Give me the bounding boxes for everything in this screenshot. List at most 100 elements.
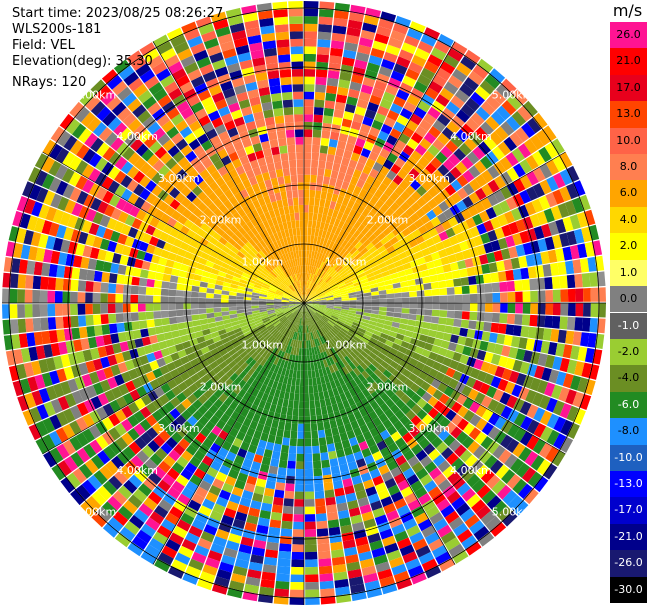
velocity-gate [512,478,527,495]
velocity-gate [513,500,529,516]
velocity-gate [255,72,268,82]
velocity-gate [590,303,599,318]
velocity-gate [307,281,311,289]
velocity-gate [469,293,478,303]
velocity-gate [297,309,301,317]
velocity-gate [288,313,294,320]
velocity-gate [200,276,210,283]
velocity-gate [219,464,231,476]
velocity-gate [356,434,366,444]
velocity-gate [259,133,269,143]
velocity-gate [386,549,402,562]
velocity-gate [205,491,218,503]
velocity-gate [386,293,395,299]
velocity-gate [390,404,400,415]
velocity-gate [200,252,210,260]
velocity-gate [180,371,190,382]
velocity-gate [201,157,213,169]
velocity-gate [127,118,142,133]
velocity-gate [231,30,247,41]
velocity-gate [474,330,483,340]
velocity-gate [555,371,567,386]
velocity-gate [375,257,385,265]
velocity-gate [285,182,292,192]
velocity-gate [151,61,168,75]
velocity-gate [468,427,482,441]
velocity-gate [24,304,33,318]
range-ring-label: 1.00km [241,255,283,268]
velocity-gate [348,436,359,447]
velocity-gate [259,213,267,223]
velocity-gate [319,1,335,11]
velocity-gate [272,258,280,267]
velocity-gate [145,303,154,312]
velocity-gate [77,303,86,315]
velocity-gate [364,230,374,239]
velocity-gate [459,449,473,463]
velocity-gate [393,570,410,583]
velocity-gate [229,372,239,382]
velocity-gate [362,315,371,321]
velocity-gate [379,266,389,273]
velocity-gate [304,189,310,198]
velocity-gate [114,156,128,170]
velocity-gate [341,300,350,303]
velocity-gate [217,270,227,278]
velocity-gate [546,176,559,192]
velocity-gate [145,414,158,427]
velocity-gate [32,304,41,318]
velocity-gate [448,235,459,246]
velocity-gate [270,363,277,372]
velocity-gate [106,96,122,111]
velocity-gate [323,287,331,293]
velocity-gate [469,367,481,379]
velocity-gate [386,231,396,241]
velocity-gate [128,77,144,92]
velocity-gate [263,401,272,411]
velocity-gate [454,286,463,295]
velocity-gate [451,41,468,56]
velocity-gate [450,95,465,109]
velocity-gate [222,48,237,59]
velocity-gate [268,465,278,475]
velocity-gate [289,296,298,301]
velocity-gate [145,295,154,303]
velocity-gate [238,99,251,110]
velocity-gate [154,146,167,159]
velocity-gate [240,362,249,371]
velocity-gate [313,323,318,331]
velocity-gate [330,170,339,179]
velocity-gate [12,380,24,397]
velocity-gate [472,64,489,80]
velocity-gate [71,202,83,217]
velocity-gate [171,68,187,81]
velocity-gate [330,380,337,389]
velocity-gate [122,92,137,107]
velocity-gate [371,119,384,131]
velocity-gate [149,453,163,466]
velocity-gate [414,486,428,499]
velocity-gate [183,309,192,316]
velocity-gate [349,81,362,92]
velocity-gate [370,381,380,391]
velocity-gate [304,23,318,32]
velocity-gate [471,499,486,514]
velocity-gate [337,220,345,229]
velocity-gate [55,316,64,329]
velocity-gate [414,277,424,285]
velocity-gate [198,313,208,320]
velocity-gate [321,335,327,344]
velocity-gate [389,212,399,222]
velocity-gate [250,351,259,360]
velocity-gate [360,247,369,256]
velocity-gate [490,521,507,537]
velocity-gate [69,101,85,118]
velocity-gate [384,207,395,218]
velocity-gate [305,280,308,289]
velocity-gate [565,389,577,405]
velocity-gate [288,369,294,378]
velocity-gate [266,295,275,299]
velocity-gate [304,152,312,160]
velocity-gate [217,166,228,177]
velocity-gate [35,420,49,437]
